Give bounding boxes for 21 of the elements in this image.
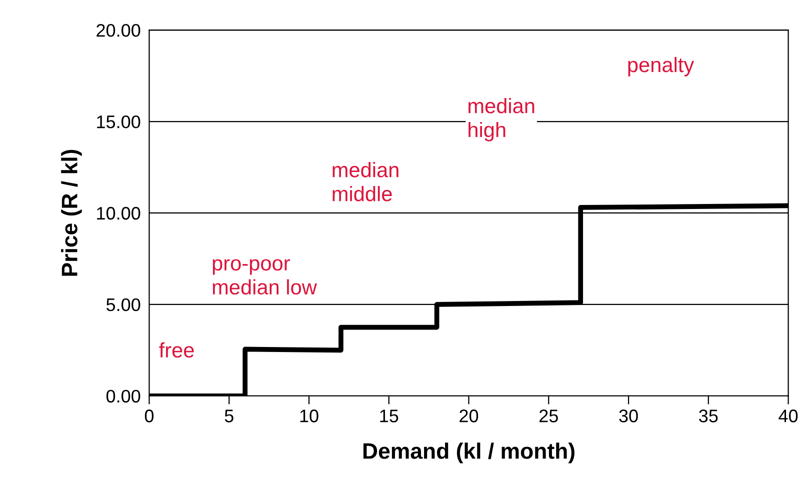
y-tick-label: 5.00	[106, 298, 140, 312]
x-axis-title: Demand (kl / month)	[363, 442, 574, 464]
y-axis-title: Price (R / kl)	[61, 150, 82, 276]
annotation: median middle	[332, 162, 398, 202]
x-tick-label: 0	[144, 410, 154, 422]
x-tick-label: 30	[619, 410, 638, 422]
x-tick-label: 35	[699, 410, 718, 422]
y-tick-label: 15.00	[97, 115, 140, 128]
annotation: pro-poor median low	[212, 259, 317, 295]
annotation: free	[159, 342, 194, 358]
y-tick-label: 0.00	[106, 390, 140, 403]
x-tick-label: 15	[380, 410, 398, 422]
y-tick-label: 20.00	[96, 24, 140, 37]
annotation: penalty	[628, 56, 694, 76]
x-tick-label: 20	[460, 410, 478, 422]
x-tick-label: 10	[300, 410, 318, 422]
y-tick-label: 10.00	[97, 206, 140, 220]
x-tick-label: 5	[224, 410, 234, 422]
x-tick-label: 40	[778, 410, 798, 422]
annotation: median high	[468, 98, 534, 142]
x-tick-label: 25	[540, 410, 558, 422]
